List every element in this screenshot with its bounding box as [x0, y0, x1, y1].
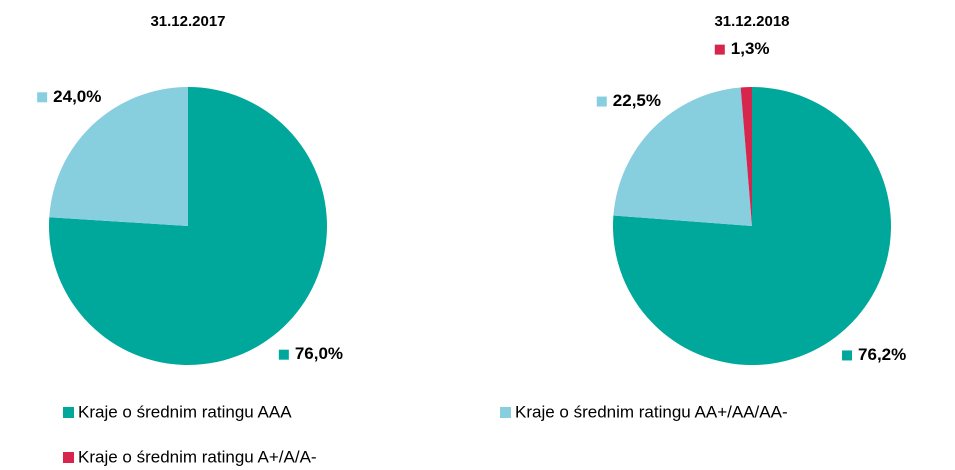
value-label: 24,0%	[53, 87, 101, 106]
value-label: 22,5%	[613, 91, 661, 110]
label-swatch	[842, 350, 853, 361]
pie-slice	[49, 87, 328, 365]
value-label: 76,2%	[858, 345, 906, 364]
legend-label: Kraje o średnim ratingu A+/A/A-	[78, 447, 317, 466]
pie-slice	[740, 87, 752, 226]
value-label: 1,3%	[731, 39, 770, 58]
label-swatch	[596, 96, 607, 107]
legend-swatch	[63, 407, 74, 418]
legend-swatch	[500, 407, 511, 418]
label-swatch	[714, 44, 725, 55]
legend-label: Kraje o średnim ratingu AAA	[78, 402, 292, 421]
chart-title: 31.12.2018	[714, 13, 789, 30]
legend-label: Kraje o średnim ratingu AA+/AA/AA-	[515, 402, 788, 421]
pie-slice	[49, 87, 188, 226]
label-swatch	[278, 349, 289, 360]
legend-swatch	[63, 452, 74, 463]
label-swatch	[37, 92, 48, 103]
pie-slice	[613, 87, 752, 226]
value-label: 76,0%	[295, 344, 343, 363]
chart-title: 31.12.2017	[150, 13, 225, 30]
